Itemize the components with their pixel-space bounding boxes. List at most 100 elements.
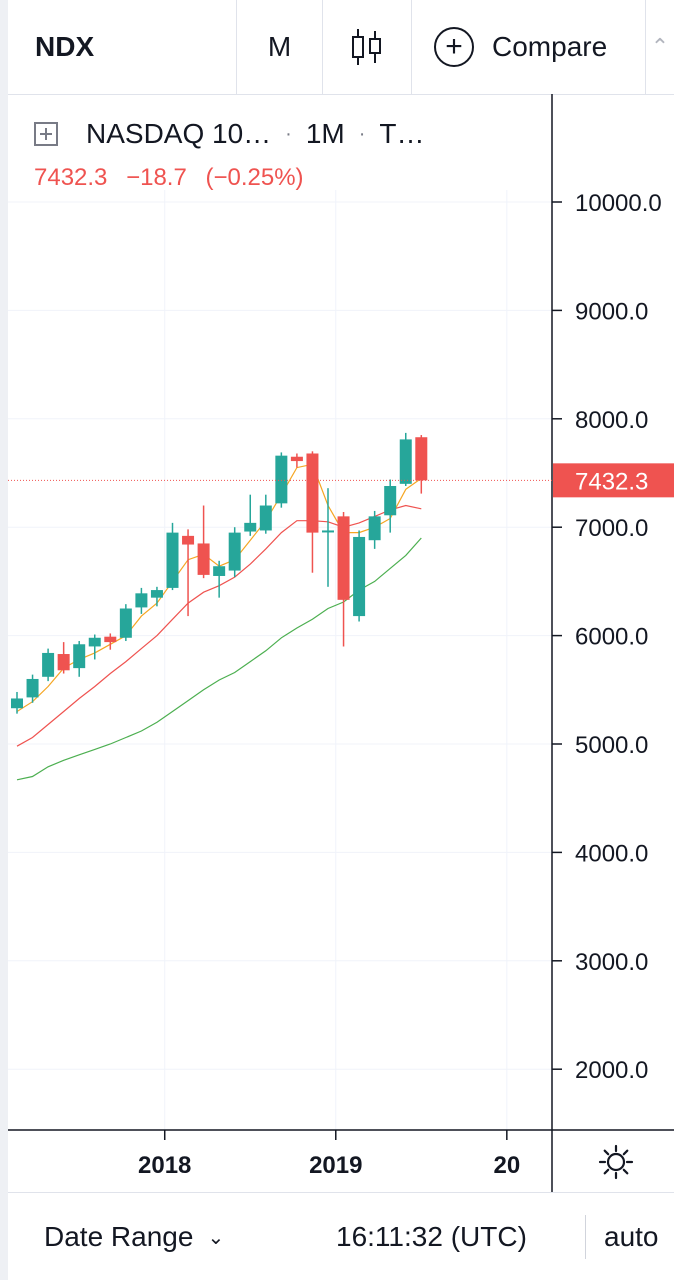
candle-up [26, 674, 39, 703]
candle-up [322, 488, 334, 587]
candle-up [150, 586, 163, 607]
candle-up [228, 527, 241, 578]
candle-down [337, 512, 350, 647]
symbol-label: NDX [35, 31, 95, 62]
candle-body [337, 516, 350, 600]
last-price-badge [553, 463, 674, 498]
interval-button[interactable]: M [237, 0, 323, 94]
chart-style-button[interactable] [323, 0, 412, 94]
candle-body [290, 456, 303, 462]
plus-circle-icon: + [434, 27, 474, 67]
candle-down [104, 633, 117, 650]
candle-body [135, 593, 148, 608]
x-tick-label: 2018 [138, 1152, 191, 1179]
y-tick-label: 4000.0 [575, 840, 648, 867]
y-tick-label: 7000.0 [575, 515, 648, 542]
candle-body [11, 698, 23, 709]
grid-lines [8, 190, 552, 1130]
candle-body [42, 652, 55, 677]
y-tick-label: 5000.0 [575, 732, 648, 759]
candle-body [244, 522, 257, 532]
y-tick-label: 10000.0 [575, 190, 662, 217]
top-toolbar: NDX M + Compare ⌃ [8, 0, 674, 95]
candle-down [182, 529, 195, 617]
candle-down [415, 435, 428, 494]
utc-clock[interactable]: 16:11:32 (UTC) [336, 1221, 527, 1252]
candle-up [42, 648, 55, 682]
chevron-down-icon: ⌄ [207, 1226, 225, 1249]
candle-body [104, 636, 117, 643]
candle-body [399, 439, 412, 484]
compare-button[interactable]: + Compare [412, 0, 646, 94]
candle-body [275, 455, 288, 504]
candle-up [11, 691, 23, 714]
candle-up [259, 494, 272, 534]
candle-body [150, 590, 163, 598]
candle-up [399, 432, 412, 487]
x-tick-label: 20 [493, 1152, 520, 1179]
legend-separator: · [358, 122, 366, 145]
date-range-button[interactable]: Date Range ⌄ [44, 1193, 224, 1281]
candle-body [73, 644, 86, 669]
candle-body [197, 543, 210, 575]
legend-title: NASDAQ 10… [86, 118, 272, 149]
legend-change: −18.7 [126, 164, 187, 191]
time-axis: 2018 2019 20 [8, 1129, 674, 1179]
candle-down [57, 642, 70, 674]
candle-up [73, 641, 86, 677]
moving-averages [16, 463, 422, 781]
candle-body [88, 637, 101, 647]
candle-down [306, 451, 319, 573]
candle-body [368, 516, 381, 541]
price-chart[interactable]: 10000.0 9000.0 8000.0 7000.0 6000.0 5000.0 400… [0, 0, 674, 1192]
last-price-marker: 7432.3 [8, 463, 674, 498]
candle-body [384, 486, 397, 516]
x-tick-label: 2019 [309, 1152, 362, 1179]
candle-body [119, 608, 132, 638]
candle-up [353, 530, 366, 622]
candle-up [119, 604, 132, 642]
date-range-label: Date Range [44, 1221, 194, 1252]
last-price-label: 7432.3 [575, 468, 648, 495]
candle-up [88, 634, 101, 660]
candle-body [259, 505, 272, 531]
candle-up [384, 479, 397, 533]
legend-source: T… [379, 118, 425, 149]
legend-separator: · [285, 122, 292, 145]
symbol-button[interactable]: NDX [8, 0, 237, 94]
auto-scale-button[interactable]: auto [604, 1221, 659, 1252]
candle-body [57, 654, 70, 671]
expand-icon[interactable] [34, 122, 58, 146]
candle-body [306, 453, 319, 533]
bottom-bar: Date Range ⌄ 16:11:32 (UTC) auto [8, 1192, 674, 1281]
candle-down [290, 453, 303, 468]
compare-label: Compare [492, 31, 608, 62]
legend-interval: 1M [305, 118, 345, 149]
left-edge [0, 0, 8, 1280]
y-tick-label: 8000.0 [575, 407, 648, 434]
candle-body [182, 535, 195, 545]
candle-body [415, 437, 428, 481]
price-axis: 10000.0 9000.0 8000.0 7000.0 6000.0 5000.0 400… [551, 94, 662, 1192]
interval-label: M [267, 31, 292, 62]
chevron-icon[interactable]: ⌃ [650, 34, 670, 59]
candle-body [322, 530, 334, 533]
chart-legend: NASDAQ 10… · 1M · T… 7432.3 −18.7 (−0.25… [34, 118, 425, 192]
candle-body [353, 536, 366, 617]
candle-body [228, 532, 241, 571]
legend-last-price: 7432.3 [34, 164, 108, 191]
y-tick-label: 9000.0 [575, 298, 648, 325]
candle-body [26, 678, 39, 698]
candle-body [213, 566, 226, 576]
y-tick-label: 6000.0 [575, 624, 648, 651]
candles [11, 432, 428, 714]
candle-up [244, 494, 257, 536]
candle-up [368, 510, 381, 549]
legend-change-pct: (−0.25%) [205, 164, 304, 191]
candlestick-icon [352, 29, 381, 65]
gear-icon[interactable] [596, 1142, 636, 1182]
divider [585, 1215, 586, 1259]
candle-up [166, 522, 179, 591]
y-tick-label: 3000.0 [575, 949, 648, 976]
y-tick-label: 2000.0 [575, 1057, 648, 1084]
